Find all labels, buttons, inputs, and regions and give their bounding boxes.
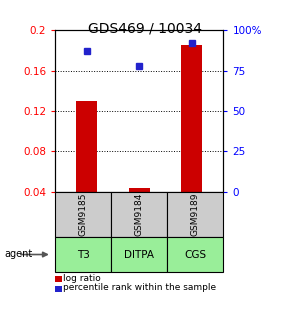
Text: CGS: CGS (184, 250, 206, 259)
Bar (111, 237, 167, 272)
Bar (181, 45, 202, 192)
Text: T3: T3 (77, 250, 90, 259)
Text: DITPA: DITPA (124, 250, 154, 259)
Bar (55, 192, 111, 237)
Bar (167, 192, 223, 237)
Text: agent: agent (4, 249, 32, 259)
Bar (55, 237, 111, 272)
Text: GSM9185: GSM9185 (79, 193, 88, 236)
Bar (167, 237, 223, 272)
Text: GSM9189: GSM9189 (191, 193, 200, 236)
Bar (129, 188, 150, 192)
Bar (76, 101, 97, 192)
Text: percentile rank within the sample: percentile rank within the sample (63, 284, 216, 292)
Bar (111, 192, 167, 237)
Text: GSM9184: GSM9184 (135, 193, 144, 236)
Text: log ratio: log ratio (63, 274, 101, 283)
Text: GDS469 / 10034: GDS469 / 10034 (88, 22, 202, 36)
